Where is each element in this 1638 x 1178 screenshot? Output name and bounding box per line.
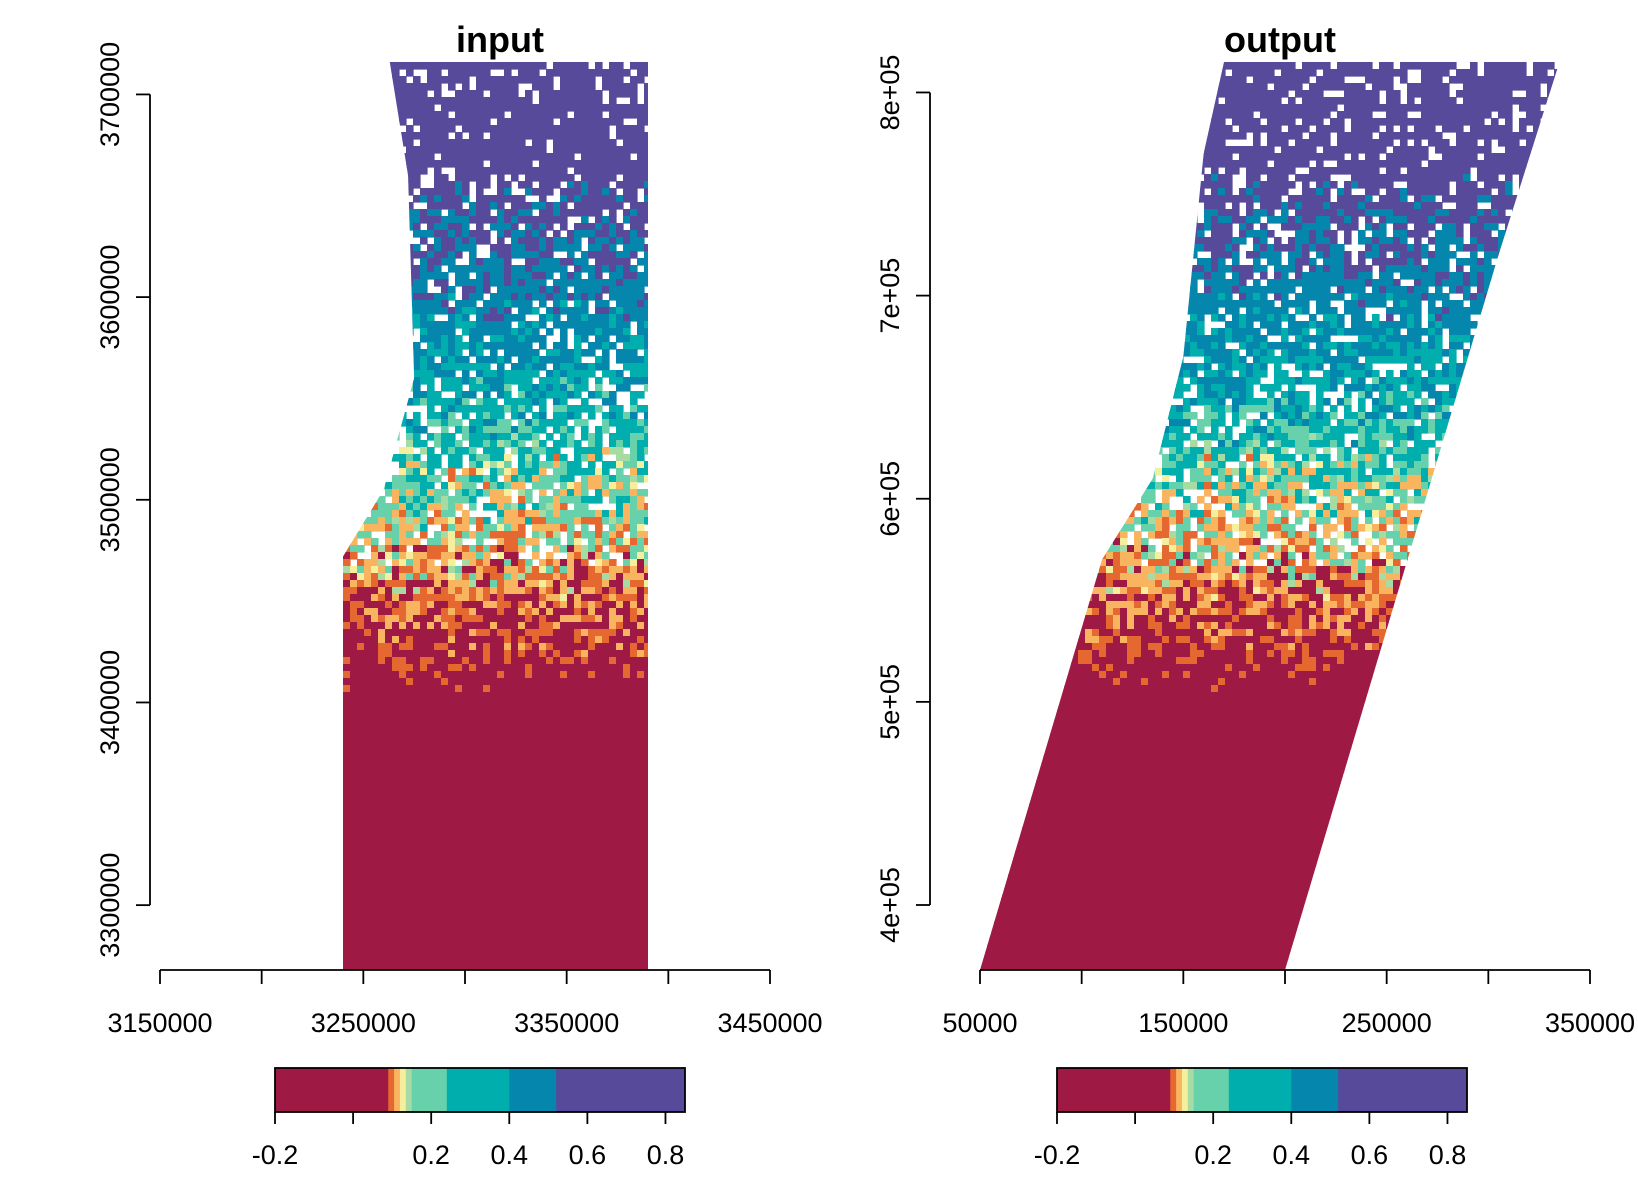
legend-output: -0.2 0.2 0.4 0.6 0.8 [1034, 1067, 1468, 1170]
x-tick-label: 3150000 [107, 1008, 212, 1038]
x-tick-label: 50000 [942, 1008, 1017, 1038]
legend-color-segment [1338, 1068, 1468, 1112]
x-tick-label: 3450000 [717, 1008, 822, 1038]
y-axis-input: 3300000 3400000 3500000 3600000 3700000 [95, 42, 151, 958]
legend-color-segment [394, 1068, 401, 1112]
y-tick-label: 7e+05 [875, 258, 905, 334]
x-tick-label: 150000 [1138, 1008, 1228, 1038]
raster-output [980, 62, 1560, 970]
legend-color-segment [509, 1068, 557, 1112]
raster-cells [343, 62, 648, 970]
x-axis-output: 50000 150000 250000 350000 [942, 969, 1635, 1038]
legend-color-segment [1170, 1068, 1177, 1112]
legend-tick-label: 0.6 [1351, 1140, 1389, 1170]
legend-tick-label: 0.6 [569, 1140, 607, 1170]
legend-color-segment [556, 1068, 686, 1112]
y-tick-label: 8e+05 [875, 55, 905, 131]
legend-color-segment [411, 1068, 448, 1112]
legend-tick-label: 0.8 [647, 1140, 685, 1170]
legend-frame [1056, 1067, 1468, 1113]
legend-tick-label: -0.2 [252, 1140, 299, 1170]
y-tick-label: 5e+05 [875, 664, 905, 740]
legend-color-segment [1057, 1068, 1171, 1112]
x-tick-label: 3250000 [311, 1008, 416, 1038]
y-tick-label: 4e+05 [875, 867, 905, 943]
legend-color-segment [1228, 1068, 1292, 1112]
legend-tick-label: 0.4 [1273, 1140, 1311, 1170]
legend-color-segment [1187, 1068, 1195, 1112]
panel-output: output 4e+05 5e+05 6e+05 7e+05 8e+05 50000 15… [875, 19, 1635, 1170]
x-tick-label: 3350000 [514, 1008, 619, 1038]
legend-tick-label: -0.2 [1034, 1140, 1081, 1170]
y-tick-label: 3700000 [95, 42, 125, 147]
legend-color-segment [405, 1068, 413, 1112]
x-axis-input: 3150000 3250000 3350000 3450000 [107, 969, 823, 1038]
legend-color-segment [1176, 1068, 1183, 1112]
y-tick-label: 3400000 [95, 650, 125, 755]
panel-title-output: output [1224, 19, 1336, 60]
legend-tick-label: 0.2 [1194, 1140, 1232, 1170]
y-tick-label: 3300000 [95, 853, 125, 958]
x-tick-label: 250000 [1342, 1008, 1432, 1038]
y-axis-output: 4e+05 5e+05 6e+05 7e+05 8e+05 [875, 55, 931, 943]
legend-tick-label: 0.8 [1429, 1140, 1467, 1170]
legend-tick-label: 0.2 [412, 1140, 450, 1170]
x-tick-label: 350000 [1545, 1008, 1635, 1038]
legend-color-segment [399, 1068, 407, 1112]
raster-input [343, 62, 648, 970]
legend-frame [274, 1067, 686, 1113]
legend-color-segment [1291, 1068, 1339, 1112]
y-tick-label: 6e+05 [875, 461, 905, 537]
raster-cells [980, 62, 1560, 970]
panel-title-input: input [456, 19, 544, 60]
legend-color-segment [446, 1068, 510, 1112]
legend-color-segment [388, 1068, 395, 1112]
legend-color-segment [1193, 1068, 1230, 1112]
legend-color-segment [275, 1068, 389, 1112]
y-tick-label: 3600000 [95, 245, 125, 350]
legend-color-segment [1181, 1068, 1189, 1112]
y-tick-label: 3500000 [95, 447, 125, 552]
legend-tick-label: 0.4 [491, 1140, 529, 1170]
legend-input: -0.2 0.2 0.4 0.6 0.8 [252, 1067, 686, 1170]
panel-input: input 3300000 3400000 3500000 3600000 370000… [95, 19, 822, 1170]
